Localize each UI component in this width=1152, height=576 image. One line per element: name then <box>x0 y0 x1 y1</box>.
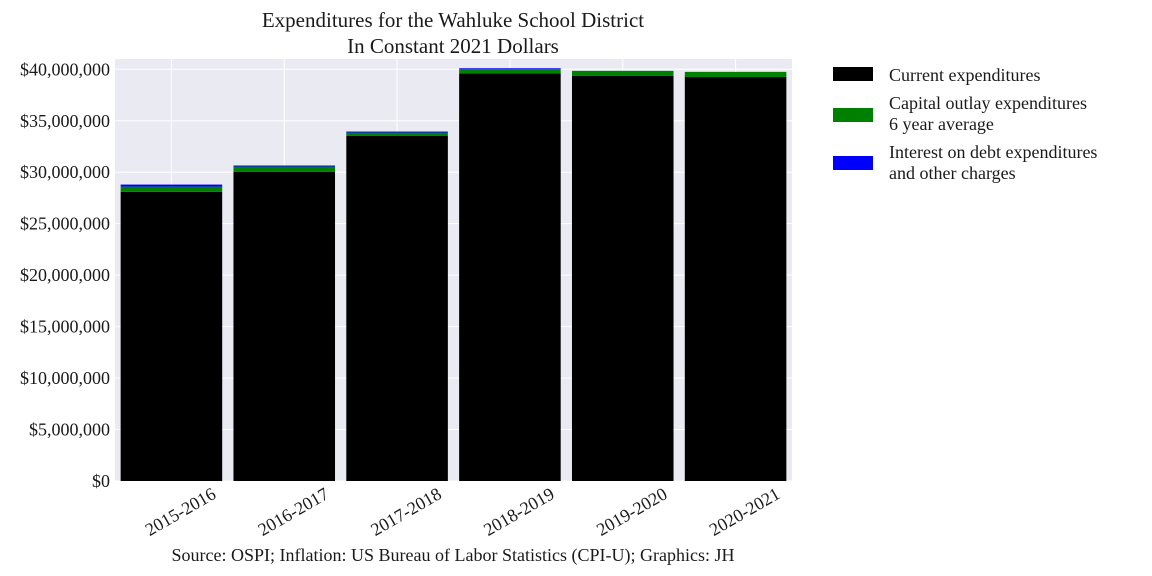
y-tick-label: $15,000,000 <box>20 317 110 337</box>
x-tick-label: 2017-2018 <box>367 484 445 540</box>
x-axis-ticks: 2015-2016 2016-2017 2017-2018 2018-2019 2019… <box>142 484 784 540</box>
bar-current-2015-2016 <box>120 191 223 481</box>
bar-current-2018-2019 <box>459 73 561 481</box>
y-axis-ticks: $0 $5,000,000 $10,000,000 $15,000,000 $20,00… <box>20 59 110 491</box>
bar-interest-2016-2017 <box>233 165 336 167</box>
bar-interest-2017-2018 <box>346 131 448 133</box>
bar-capital-2017-2018 <box>346 132 448 136</box>
y-tick-label: $35,000,000 <box>20 111 110 131</box>
bar-capital-2020-2021 <box>684 71 787 78</box>
bar-current-2016-2017 <box>233 171 336 481</box>
bar-capital-2019-2020 <box>571 70 674 76</box>
legend-label-current: Current expenditures <box>889 65 1040 85</box>
legend-label-interest-line-2: and other charges <box>889 163 1016 183</box>
legend: Current expenditures Capital outlay expe… <box>833 65 1097 183</box>
bar-interest-2018-2019 <box>459 68 561 70</box>
source-note: Source: OSPI; Inflation: US Bureau of La… <box>172 545 735 566</box>
legend-label-capital-line-1: Capital outlay expenditures <box>889 93 1087 113</box>
bar-current-2017-2018 <box>346 135 448 481</box>
x-tick-label: 2020-2021 <box>706 484 784 540</box>
chart-title-line-1: Expenditures for the Wahluke School Dist… <box>262 8 644 32</box>
bars <box>120 68 787 482</box>
plot-area <box>115 59 792 481</box>
legend-swatch-capital <box>833 108 873 122</box>
y-tick-label: $5,000,000 <box>29 420 110 440</box>
x-tick-label: 2018-2019 <box>480 484 558 540</box>
x-tick-label: 2015-2016 <box>142 484 220 540</box>
legend-label-capital-line-2: 6 year average <box>889 114 994 134</box>
bar-capital-2016-2017 <box>233 166 336 172</box>
y-tick-label: $0 <box>92 471 110 491</box>
legend-swatch-interest <box>833 156 873 170</box>
bar-interest-2015-2016 <box>120 184 223 187</box>
bar-capital-2018-2019 <box>459 69 561 74</box>
bar-current-2019-2020 <box>571 75 674 482</box>
x-tick-label: 2016-2017 <box>254 484 332 540</box>
bar-current-2020-2021 <box>684 77 787 481</box>
x-tick-label: 2019-2020 <box>593 484 671 540</box>
y-tick-label: $25,000,000 <box>20 214 110 234</box>
y-tick-label: $10,000,000 <box>20 368 110 388</box>
legend-swatch-current <box>833 67 873 81</box>
chart-title-line-2: In Constant 2021 Dollars <box>347 34 559 58</box>
y-tick-label: $20,000,000 <box>20 265 110 285</box>
legend-label-interest-line-1: Interest on debt expenditures <box>889 142 1097 162</box>
y-tick-label: $30,000,000 <box>20 162 110 182</box>
y-tick-label: $40,000,000 <box>20 59 110 79</box>
bar-capital-2015-2016 <box>120 186 223 192</box>
